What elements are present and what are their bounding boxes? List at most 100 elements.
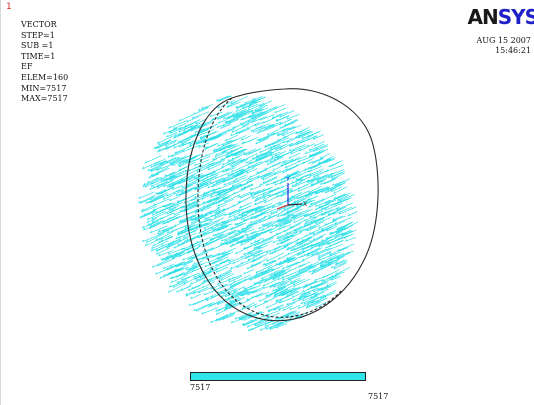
vector-arrow-head (219, 286, 222, 289)
vector-arrow (157, 179, 174, 187)
vector-arrow (188, 264, 200, 271)
vector-arrow (296, 199, 316, 208)
vector-arrow (164, 207, 177, 214)
vector-arrow (188, 176, 200, 183)
vector-arrow (255, 264, 272, 274)
vector-arrow-head (224, 303, 227, 307)
vector-arrow (212, 189, 224, 194)
vector-arrow (195, 206, 208, 214)
vector-arrow-head (315, 305, 318, 308)
vector-arrow (198, 232, 212, 239)
vector-arrow-head (318, 161, 321, 164)
vector-arrow-head (221, 150, 224, 154)
vector-arrow (291, 209, 309, 217)
vector-arrow (228, 229, 239, 235)
vector-arrow-head (220, 223, 223, 227)
vector-arrow-head (281, 275, 284, 279)
vector-arrow-head (155, 272, 158, 275)
vector-arrow (339, 193, 355, 202)
vector-arrow-head (212, 149, 215, 152)
vector-arrow-head (306, 180, 309, 183)
vector-arrow (171, 176, 187, 185)
vector-arrow-head (307, 301, 310, 304)
vector-arrow-head (212, 201, 215, 205)
vector-arrow (213, 224, 228, 231)
vector-arrow-head (190, 296, 193, 300)
vector-arrow-head (227, 162, 230, 166)
vector-arrow (260, 173, 271, 180)
vector-arrow-head (274, 106, 277, 110)
vector-arrow-head (296, 241, 299, 244)
vector-arrow (251, 210, 267, 220)
vector-arrow-head (165, 206, 167, 210)
vector-arrow (260, 268, 273, 275)
vector-arrow-head (330, 278, 333, 281)
vector-arrow (298, 300, 316, 310)
vector-arrow-head (290, 280, 293, 283)
vector-arrow-head (251, 156, 254, 160)
vector-arrow-head (272, 322, 275, 325)
vector-arrow (198, 185, 208, 191)
vector-arrow (275, 323, 288, 329)
vector-arrow-head (222, 196, 225, 199)
vector-arrow-head (166, 134, 169, 138)
vector-arrow (176, 184, 194, 193)
vector-arrow (193, 107, 209, 115)
vector-arrow (217, 203, 227, 209)
vector-arrow (259, 144, 277, 154)
vector-arrow (256, 126, 274, 134)
vector-arrow-head (246, 266, 249, 270)
vector-arrow-head (269, 230, 272, 234)
vector-arrow-head (166, 193, 169, 197)
vector-arrow-head (310, 202, 312, 206)
vector-arrow (255, 240, 273, 249)
vector-arrow-head (212, 183, 215, 186)
vector-arrow-head (142, 239, 145, 242)
vector-arrow-head (252, 254, 255, 257)
vector-arrow (299, 291, 311, 298)
vector-arrow-head (233, 215, 236, 219)
vector-arrow-head (242, 152, 245, 156)
vector-arrow-head (206, 298, 209, 302)
vector-arrow (178, 113, 196, 122)
vector-arrow (163, 268, 179, 277)
vector-arrow (165, 172, 184, 181)
vector-arrow-head (286, 256, 289, 260)
vector-arrow (203, 171, 217, 178)
vector-arrow (231, 164, 249, 173)
vector-arrow (243, 137, 258, 144)
vector-arrow (286, 311, 297, 317)
vector-arrow (220, 112, 232, 119)
vector-arrow-head (289, 144, 292, 147)
vector-arrow-head (296, 253, 299, 256)
vector-arrow (265, 321, 282, 330)
vector-arrow (300, 130, 312, 137)
vector-arrow (186, 206, 204, 215)
vector-arrow (309, 170, 323, 177)
vector-arrow (246, 122, 260, 130)
vector-arrow (193, 302, 212, 312)
vector-arrow-head (315, 173, 318, 177)
vector-arrow-head (306, 198, 309, 201)
vector-arrow (275, 226, 294, 236)
vector-arrow (258, 132, 276, 141)
vector-arrow (327, 236, 346, 245)
vector-arrow (305, 301, 321, 309)
vector-arrow (290, 277, 301, 284)
vector-arrow (278, 258, 294, 266)
vector-arrow (309, 151, 321, 157)
vector-arrow (254, 300, 269, 308)
vector-arrow (148, 173, 160, 179)
vector-arrow (171, 150, 184, 158)
vector-arrow-head (236, 106, 239, 110)
vector-arrow-head (299, 148, 302, 152)
vector-arrow-head (227, 173, 230, 177)
vector-arrow (274, 150, 287, 157)
vector-arrow-head (169, 198, 172, 202)
vector-arrow (272, 286, 283, 292)
vector-arrow-head (248, 105, 251, 109)
vector-arrow (281, 270, 300, 279)
vector-arrow-head (253, 281, 256, 285)
vector-arrow-head (214, 155, 217, 158)
